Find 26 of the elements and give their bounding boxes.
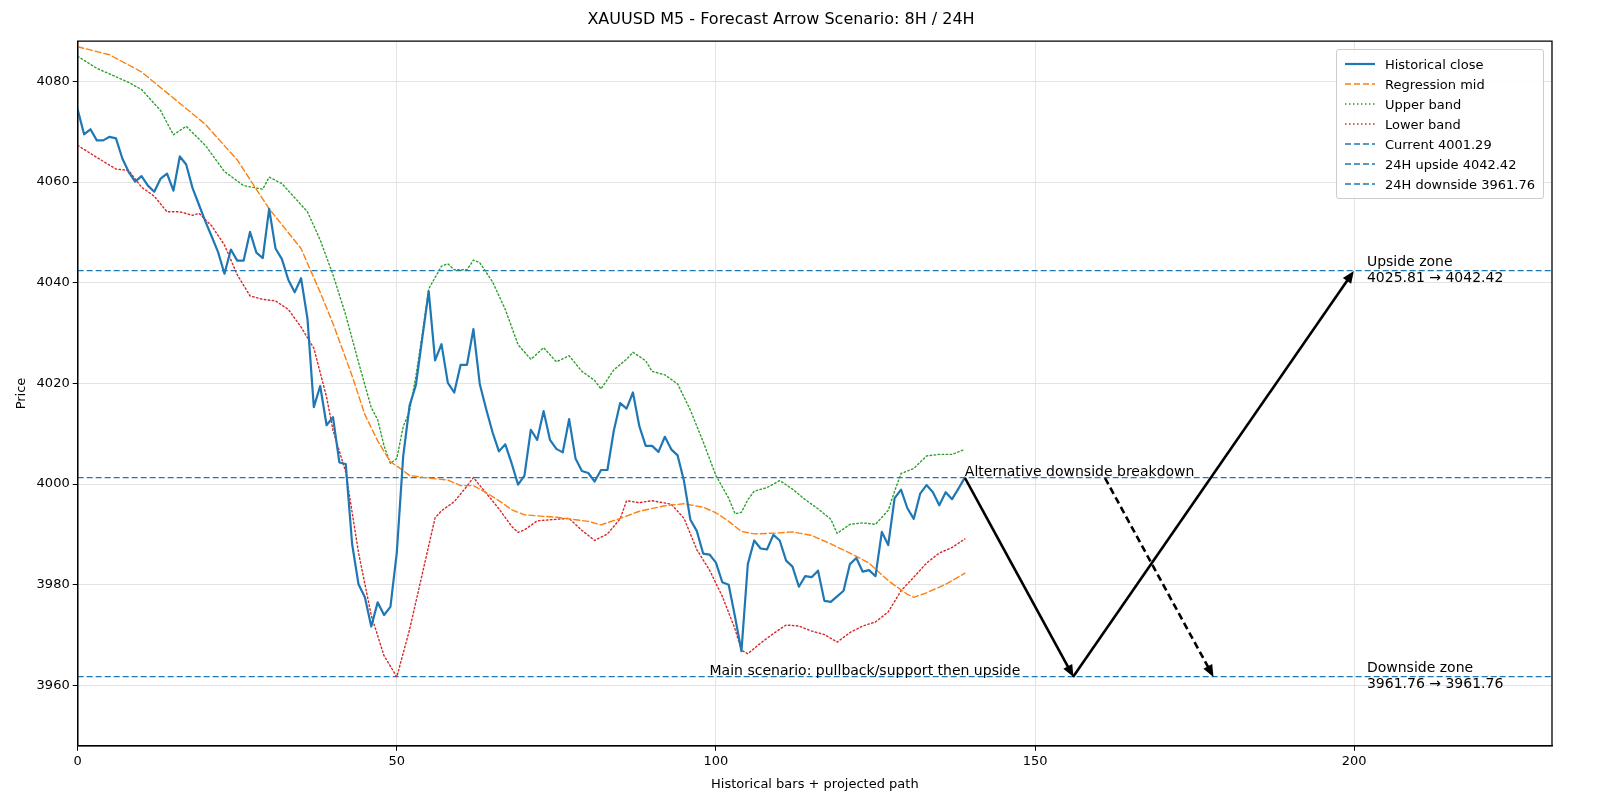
legend-label: 24H downside 3961.76	[1384, 176, 1535, 192]
legend-label: Current 4001.29	[1384, 136, 1492, 152]
annotation: Upside zone 4025.81 → 4042.42	[1366, 253, 1504, 286]
y-tick-label: 4040	[36, 274, 70, 290]
legend-label: Regression mid	[1384, 76, 1485, 92]
legend-label: Upper band	[1384, 96, 1462, 112]
annotation: Main scenario: pullback/support then upside	[709, 662, 1021, 679]
y-tick-label: 4060	[36, 173, 70, 189]
y-tick-label: 3980	[36, 576, 70, 592]
x-tick-label: 100	[703, 752, 729, 768]
legend-label: Lower band	[1384, 116, 1461, 132]
chart-title: XAUUSD M5 - Forecast Arrow Scenario: 8H / 24H	[587, 8, 975, 28]
x-axis-title: Historical bars + projected path	[711, 775, 919, 791]
x-tick-label: 50	[388, 752, 406, 768]
y-tick-label: 4080	[36, 72, 70, 88]
annotation: Alternative downside breakdown	[964, 463, 1195, 480]
y-tick-label: 3960	[36, 676, 70, 692]
y-axis-title: Price	[13, 377, 29, 410]
y-tick-label: 4020	[36, 374, 70, 390]
legend-label: 24H upside 4042.42	[1384, 156, 1517, 172]
x-tick-label: 150	[1022, 752, 1048, 768]
annotation: Downside zone 3961.76 → 3961.76	[1366, 659, 1504, 692]
legend-label: Historical close	[1384, 56, 1484, 72]
y-tick-label: 4000	[36, 475, 70, 491]
x-tick-label: 0	[73, 752, 82, 768]
x-tick-label: 200	[1341, 752, 1367, 768]
